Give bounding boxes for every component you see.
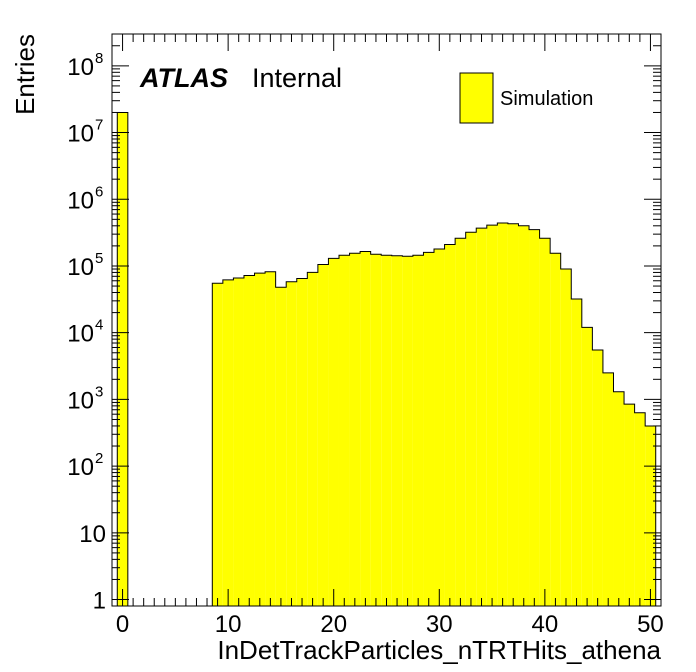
histogram-bar — [476, 228, 487, 606]
histogram-bar — [592, 350, 603, 606]
x-tick-label: 30 — [426, 611, 453, 638]
histogram-bar — [402, 256, 413, 606]
legend: Simulation — [459, 72, 593, 124]
legend-entry-simulation: Simulation — [500, 88, 593, 110]
histogram-bar — [317, 264, 329, 606]
histogram-bar — [434, 248, 445, 606]
y-tick-label: 10 — [67, 321, 94, 348]
histogram-bar — [497, 223, 508, 607]
legend-swatch — [459, 72, 494, 124]
y-tick-exponent: 4 — [95, 317, 103, 334]
histogram-bar — [613, 391, 625, 606]
histogram-bar — [328, 258, 339, 606]
y-tick-label: 1 — [93, 588, 106, 615]
y-tick-exponent: 5 — [95, 250, 103, 267]
histogram-outline — [116, 111, 657, 607]
histogram-bar — [486, 225, 498, 607]
histogram-bar — [634, 412, 646, 606]
histogram-bar — [286, 281, 297, 606]
histogram-bar — [444, 244, 456, 607]
histogram-bar — [349, 253, 361, 606]
x-tick-label: 10 — [215, 611, 242, 638]
histogram-bar — [391, 255, 403, 607]
y-tick-exponent: 6 — [95, 183, 103, 200]
histogram-bar — [381, 255, 392, 606]
histogram-bar — [529, 229, 540, 606]
atlas-label: ATLAS — [139, 63, 228, 93]
y-tick-exponent: 2 — [95, 450, 103, 467]
histogram-bar — [455, 238, 466, 606]
histogram-bar — [412, 255, 424, 606]
y-tick-label: 10 — [79, 521, 106, 548]
y-tick-label: 10 — [67, 187, 94, 214]
y-tick-label: 10 — [67, 387, 94, 414]
histogram-bar — [307, 272, 318, 606]
histogram-bar — [275, 287, 287, 606]
histogram-bar — [370, 254, 382, 606]
y-axis-ticks — [112, 33, 661, 601]
histogram-bar — [222, 279, 234, 606]
histogram-bar — [233, 278, 244, 606]
x-tick-label: 0 — [116, 611, 129, 638]
histogram-bar — [243, 275, 255, 606]
histogram-bar — [296, 278, 308, 606]
x-axis-title: InDetTrackParticles_nTRTHits_athena — [217, 635, 661, 665]
histogram-bar — [465, 232, 477, 606]
histogram-bar — [338, 255, 350, 606]
histogram-bar — [550, 253, 561, 606]
y-tick-exponent: 8 — [95, 50, 103, 67]
histogram-bar — [645, 425, 656, 606]
histogram-bar — [518, 225, 530, 606]
histogram-bar — [581, 327, 593, 606]
y-tick-label: 10 — [67, 54, 94, 81]
x-tick-label: 20 — [320, 611, 347, 638]
y-tick-exponent: 3 — [95, 383, 103, 400]
histogram-bar — [117, 112, 128, 606]
histogram-bar — [571, 298, 582, 606]
histogram-bar — [539, 238, 551, 606]
histogram-bars — [117, 112, 656, 607]
x-axis-ticks — [122, 34, 662, 606]
histogram-bar — [423, 252, 435, 606]
y-axis-title: Entries — [10, 34, 40, 115]
histogram-bar — [360, 251, 371, 606]
x-tick-label: 50 — [637, 611, 664, 638]
y-tick-label: 10 — [67, 454, 94, 481]
x-tick-labels: 0 10 20 30 40 50 — [116, 611, 664, 638]
x-tick-label: 40 — [532, 611, 559, 638]
histogram-bar — [265, 271, 276, 606]
histogram-bar — [507, 223, 519, 606]
histogram-bar — [254, 273, 266, 606]
y-tick-label: 10 — [67, 121, 94, 148]
histogram-bar — [624, 404, 635, 606]
histogram-bar — [212, 283, 223, 606]
histogram-bar — [560, 269, 572, 606]
internal-label: Internal — [252, 63, 342, 93]
y-tick-label: 10 — [67, 254, 94, 281]
histogram-bar — [602, 372, 614, 606]
y-tick-exponent: 7 — [95, 117, 103, 134]
